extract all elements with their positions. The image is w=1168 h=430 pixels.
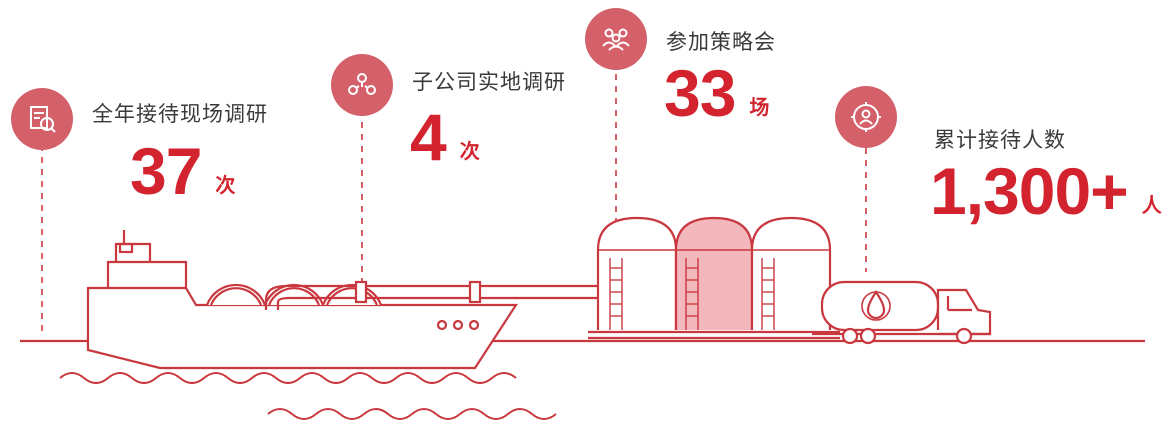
people-network-icon — [331, 54, 393, 116]
document-search-icon — [11, 88, 73, 150]
stat-unit: 次 — [459, 139, 480, 163]
stat-label-total-visitors: 累计接待人数 — [934, 128, 1066, 152]
stat-unit: 次 — [215, 173, 236, 197]
waves — [59, 372, 557, 420]
dashed-connectors — [41, 62, 867, 332]
stat-site-visits: 37 次 — [130, 138, 235, 204]
stat-value: 37 — [130, 134, 202, 208]
stat-unit: 人 — [1141, 193, 1162, 217]
stat-label-subsidiary-visits: 子公司实地调研 — [412, 70, 566, 94]
stat-value: 1,300+ — [930, 154, 1129, 228]
stat-value: 4 — [410, 100, 447, 174]
stat-label-strategy-meetings: 参加策略会 — [666, 30, 776, 54]
tanker-truck — [812, 280, 992, 345]
stat-value: 33 — [664, 56, 736, 130]
stat-unit: 场 — [749, 95, 770, 119]
pipeline — [264, 280, 600, 310]
stat-strategy-meetings: 33 场 — [664, 60, 769, 126]
stat-label-site-visits: 全年接待现场调研 — [92, 102, 268, 126]
person-target-icon — [835, 86, 897, 148]
stat-total-visitors: 1,300+ 人 — [930, 158, 1162, 224]
storage-tanks — [588, 216, 840, 340]
team-meeting-icon — [585, 8, 647, 70]
